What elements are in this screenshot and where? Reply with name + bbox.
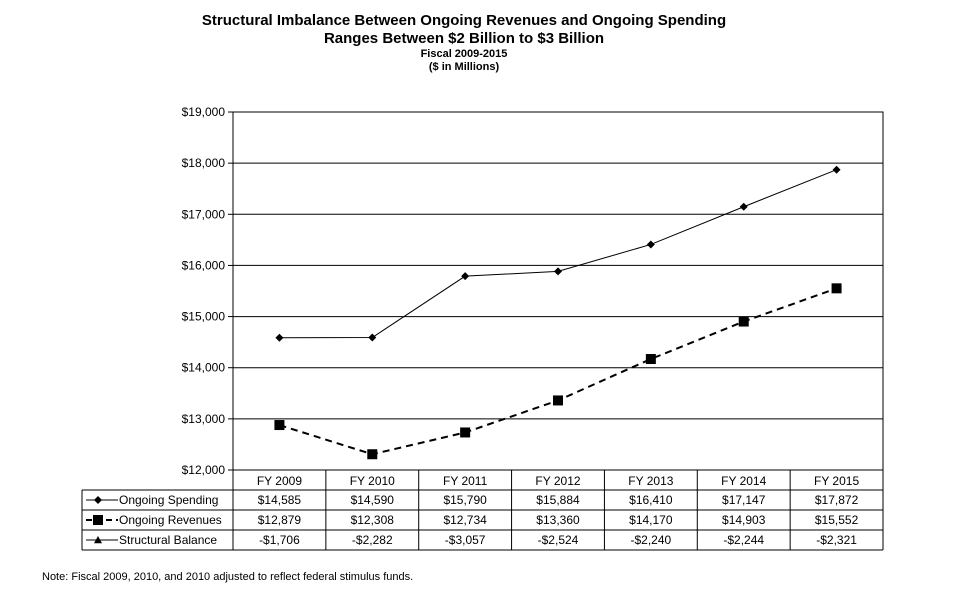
series-marker [646,240,655,249]
series-line [279,287,837,456]
table-cell-value: $14,585 [258,493,302,507]
chart-period: Fiscal 2009-2015 [420,48,508,60]
y-tick-label: $18,000 [182,156,226,170]
table-cell-value: $12,734 [443,513,487,527]
y-tick-label: $15,000 [182,310,226,324]
y-tick-label: $19,000 [182,105,226,119]
axis-layer: $12,000 $13,000 $14,000 $15,000 $16,000 $17,0… [182,105,884,477]
y-tick-label: $17,000 [182,207,226,221]
table-cell-value: $13,360 [536,513,580,527]
x-category-label: FY 2010 [350,474,395,488]
x-category-label: FY 2014 [721,474,766,488]
table-cell-value: $14,903 [722,513,766,527]
chart-subtitle: Ranges Between $2 Billion to $3 Billion [323,30,605,47]
series-marker [460,427,471,438]
plot-area-border [232,111,884,471]
series-marker [831,283,842,294]
table-cell-value: -$1,706 [259,533,300,547]
table-cell-value: -$2,244 [723,533,764,547]
series-line [279,169,837,339]
chart-units: ($ in Millions) [428,61,500,73]
table-cell-value: $17,872 [815,493,859,507]
series-layer [274,165,842,460]
legend-key-marker [94,536,102,544]
table-cell-value: -$2,240 [631,533,672,547]
table-cell-value: $16,410 [629,493,673,507]
footnote: Note: Fiscal 2009, 2010, and 2010 adjust… [42,571,414,583]
series-marker [368,333,377,342]
series-marker [554,267,562,276]
legend-key-marker [93,515,103,525]
grid-layer [233,111,883,471]
series-marker [832,165,841,174]
legend-series-name: Ongoing Revenues [119,513,222,527]
x-category-label: FY 2012 [535,474,580,488]
series-marker [738,316,749,327]
table-cell-value: $17,147 [722,493,766,507]
table-cell-value: -$2,321 [816,533,857,547]
legend-series-name: Ongoing Spending [119,493,218,507]
table-cell-value: $15,884 [536,493,580,507]
y-tick-label: $14,000 [182,361,226,375]
table-cell-value: $15,790 [443,493,487,507]
table-cell-value: -$3,057 [445,533,486,547]
table-cell-value: $15,552 [815,513,859,527]
x-category-label: FY 2013 [628,474,673,488]
table-cell-value: $14,170 [629,513,673,527]
table-cell-value: -$2,524 [538,533,579,547]
table-cell-value: -$2,282 [352,533,393,547]
legend-key-marker [94,496,102,504]
legend-series-name: Structural Balance [119,533,217,547]
y-tick-label: $16,000 [182,258,226,272]
data-table: FY 2009 FY 2010 FY 2011 FY 2012 FY 2013 FY 20… [81,470,884,551]
chart-title-block: Structural Imbalance Between Ongoing Rev… [0,12,928,74]
table-cell-value: $12,879 [258,513,302,527]
chart-title: Structural Imbalance Between Ongoing Rev… [201,12,727,29]
y-tick-label: $12,000 [182,463,226,477]
series-marker [461,272,470,281]
x-category-label: FY 2015 [814,474,859,488]
series-marker [739,202,748,211]
table-cell-value: $12,308 [351,513,395,527]
series-marker [275,333,284,342]
series-marker [367,449,378,460]
table-cell-value: $14,590 [351,493,395,507]
y-tick-label: $13,000 [182,412,226,426]
series-marker [553,395,563,406]
series-marker [645,354,656,365]
series-marker [274,420,285,431]
x-category-label: FY 2009 [257,474,302,488]
x-category-label: FY 2011 [443,474,488,488]
